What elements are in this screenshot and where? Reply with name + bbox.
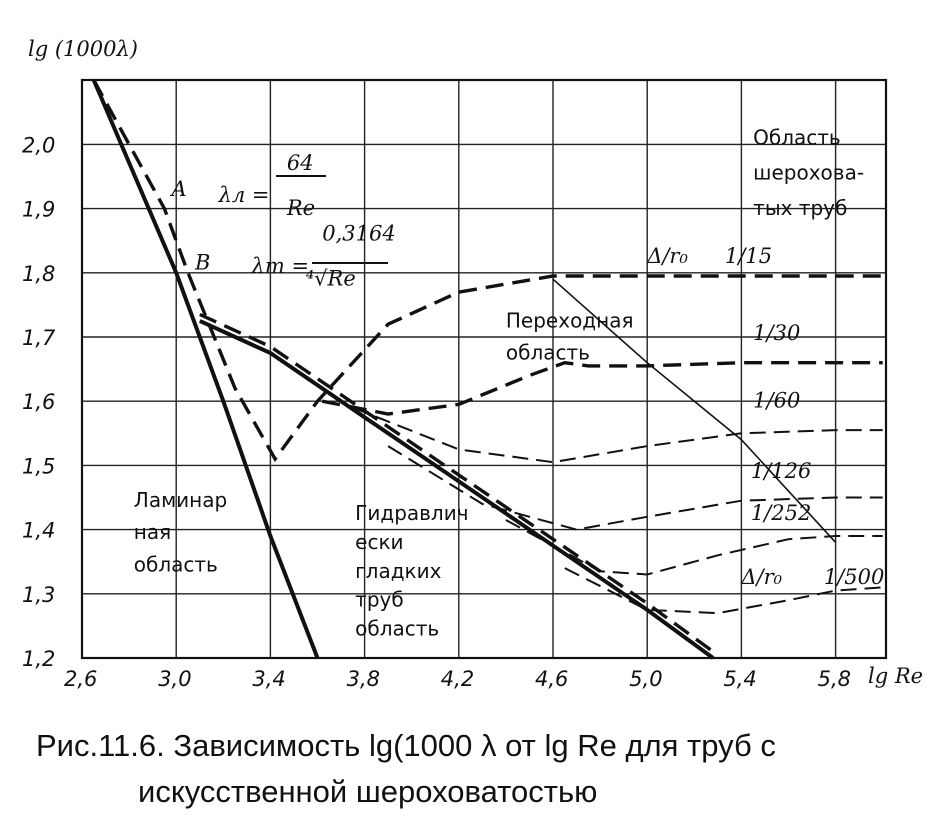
tick-labels: 2,6 3,0 3,4 3,8 4,2 4,6 5,0 5,4 5,8 1,2 1,3 1,4 1,5 1… [22, 133, 851, 691]
annotation-r60_label: 1/60 [753, 389, 800, 413]
annotation-r126_label: 1/126 [751, 459, 812, 483]
annotation-turb_num: 0,3164 [322, 222, 395, 246]
series-r60 [352, 406, 883, 464]
y-tick-label: 1,2 [22, 647, 55, 671]
annotation-laminar_2: ная [134, 520, 171, 544]
annotation-turb_formula_lhs: λт = [251, 254, 310, 278]
annotation-turb_den: ⁴√Re [306, 267, 356, 291]
x-axis-title: lg Re [868, 664, 923, 688]
x-tick-label: 4,2 [441, 667, 474, 691]
annotation-A: A [169, 177, 186, 201]
series-r30 [321, 360, 883, 416]
annotation-r500_label: 1/500 [824, 565, 885, 589]
x-tick-label: 5,0 [629, 667, 662, 691]
annotation-smooth_5: область [355, 617, 439, 641]
annotation-lam_formula_lhs: λл = [218, 183, 270, 207]
annotation-smooth_2: ески [355, 530, 403, 554]
y-tick-label: 1,3 [22, 583, 55, 607]
annotation-rough_region_2: шерохова- [753, 161, 864, 185]
series-laminar [91, 79, 320, 659]
annotation-laminar_1: Ламинар [134, 488, 227, 512]
x-tick-label: 3,8 [347, 667, 380, 691]
x-tick-label: 4,6 [535, 667, 568, 691]
annotation-smooth_4: труб [355, 588, 404, 612]
series-r126 [387, 445, 883, 531]
annotation-lam_num: 64 [287, 151, 314, 175]
annotation-smooth_3: гладких [355, 559, 441, 583]
series-boundary [552, 278, 837, 543]
y-tick-label: 1,5 [22, 454, 55, 478]
series-r15 [92, 79, 883, 463]
annotation-transition_1: Переходная [506, 308, 634, 332]
x-tick-label: 3,4 [252, 667, 285, 691]
annotation-smooth_1: Гидравлич [355, 501, 468, 525]
annotation-r15_label: 1/15 [725, 244, 772, 268]
y-tick-label: 2,0 [22, 133, 55, 157]
annotation-r30_label: 1/30 [753, 321, 800, 345]
caption-line-1: Рис.11.6. Зависимость lg(1000 λ от lg Re… [36, 728, 776, 763]
annotation-laminar_3: область [134, 552, 218, 576]
annotation-rough_region_1: Область [753, 125, 841, 149]
plot-frame [80, 78, 888, 660]
annotation-lam_den: Re [286, 196, 315, 220]
grid [82, 80, 886, 658]
annotation-B: B [194, 251, 210, 275]
y-tick-label: 1,4 [22, 519, 55, 543]
y-tick-label: 1,9 [22, 198, 55, 222]
caption-line-2: искусственной шероховатостью [138, 774, 597, 809]
series-group [91, 79, 883, 660]
x-tick-label: 2,6 [64, 667, 97, 691]
annotation-rough_region_3: тых труб [753, 196, 847, 220]
series-r500 [564, 567, 883, 615]
y-tick-label: 1,6 [22, 390, 55, 414]
y-tick-label: 1,7 [22, 326, 56, 350]
annotations: A Bλл = 64 Re λт = 0,3164 ⁴√Re Область шерохова-… [134, 125, 885, 640]
annotation-r252_label: 1/252 [751, 501, 812, 525]
annotation-transition_2: область [506, 340, 590, 364]
y-axis-title: lg (1000λ) [28, 37, 138, 61]
annotation-delta_ro_bottom: Δ/r₀ [740, 565, 782, 589]
series-smooth [198, 319, 715, 660]
x-tick-label: 3,0 [158, 667, 191, 691]
series-smooth-dash [199, 312, 715, 653]
x-tick-label: 5,8 [818, 667, 851, 691]
annotation-delta_ro_top: Δ/r₀ [646, 244, 688, 268]
y-tick-label: 1,8 [22, 262, 55, 286]
x-tick-label: 5,4 [723, 667, 756, 691]
